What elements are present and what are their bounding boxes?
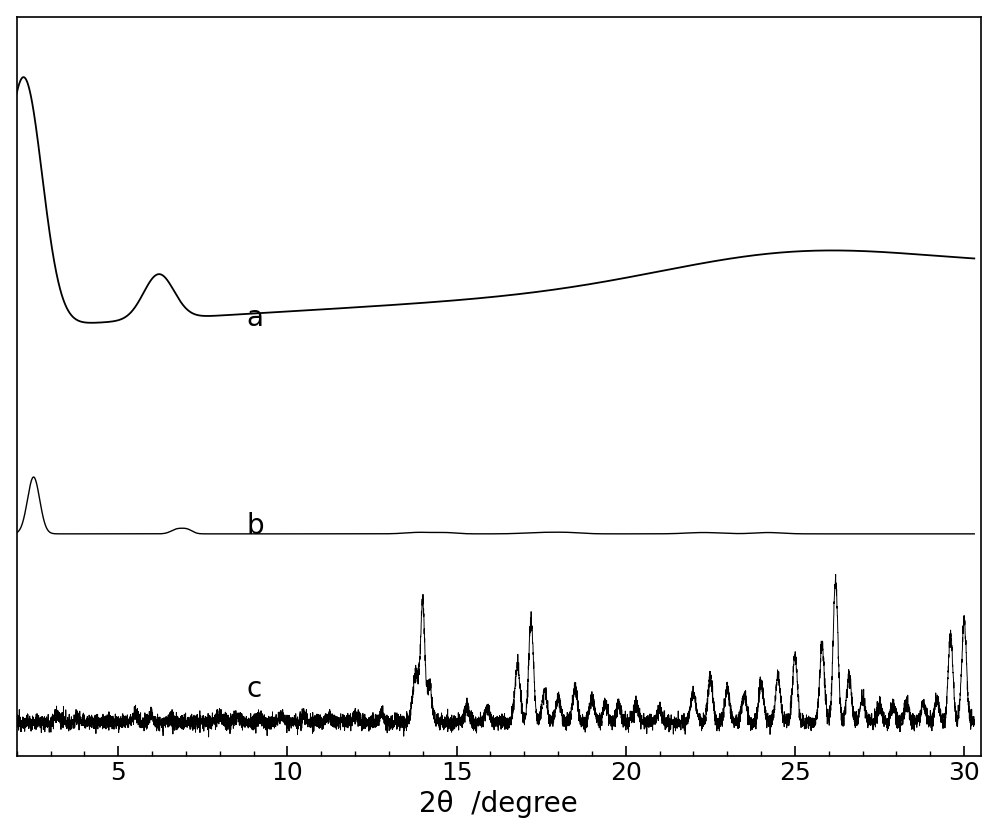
Text: a: a xyxy=(247,304,264,331)
Text: b: b xyxy=(247,512,264,540)
X-axis label: 2θ  /degree: 2θ /degree xyxy=(419,791,578,818)
Text: c: c xyxy=(247,675,262,703)
